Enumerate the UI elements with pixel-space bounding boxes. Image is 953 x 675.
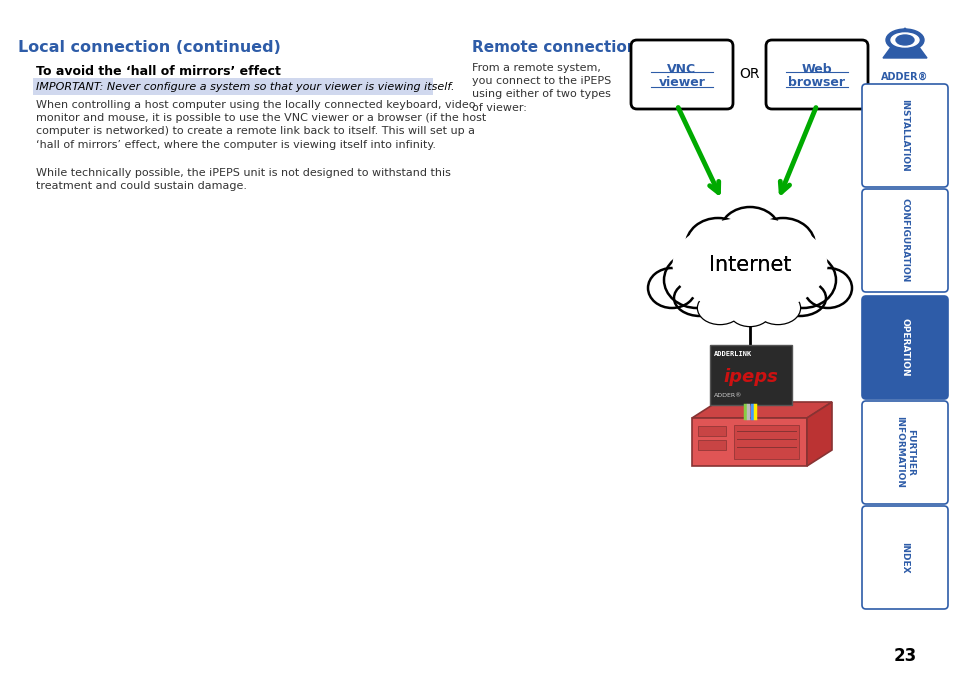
Ellipse shape — [773, 280, 825, 316]
Text: Local connection (continued): Local connection (continued) — [18, 40, 280, 55]
Text: OR: OR — [739, 67, 760, 81]
Ellipse shape — [750, 218, 814, 272]
Text: OPERATION: OPERATION — [900, 318, 908, 377]
Text: While technically possible, the iPEPS unit is not designed to withstand this
tre: While technically possible, the iPEPS un… — [36, 168, 451, 191]
FancyBboxPatch shape — [733, 425, 799, 459]
Ellipse shape — [769, 252, 835, 308]
Text: INDEX: INDEX — [900, 541, 908, 573]
Text: VNC: VNC — [667, 63, 696, 76]
FancyBboxPatch shape — [862, 189, 947, 292]
FancyBboxPatch shape — [709, 345, 791, 405]
Ellipse shape — [720, 207, 780, 257]
FancyBboxPatch shape — [33, 78, 433, 95]
Polygon shape — [691, 418, 806, 466]
Ellipse shape — [885, 29, 923, 51]
Text: From a remote system,
you connect to the iPEPS
using either of two types
of view: From a remote system, you connect to the… — [472, 63, 611, 113]
Text: ADDER®: ADDER® — [713, 393, 741, 398]
Text: browser: browser — [788, 76, 844, 89]
Text: viewer: viewer — [658, 76, 704, 89]
FancyBboxPatch shape — [765, 40, 867, 109]
Text: IMPORTANT: Never configure a system so that your viewer is viewing itself.: IMPORTANT: Never configure a system so t… — [36, 82, 454, 92]
Ellipse shape — [755, 292, 800, 324]
Text: ADDERLINK: ADDERLINK — [713, 351, 752, 357]
Text: Remote connections: Remote connections — [472, 40, 646, 55]
Ellipse shape — [698, 226, 801, 310]
FancyBboxPatch shape — [862, 401, 947, 504]
Text: To avoid the ‘hall of mirrors’ effect: To avoid the ‘hall of mirrors’ effect — [36, 65, 280, 78]
Text: 23: 23 — [892, 647, 916, 665]
FancyBboxPatch shape — [862, 84, 947, 187]
FancyBboxPatch shape — [862, 506, 947, 609]
FancyBboxPatch shape — [862, 296, 947, 399]
Text: When controlling a host computer using the locally connected keyboard, video
mon: When controlling a host computer using t… — [36, 100, 486, 150]
Text: Web: Web — [801, 63, 831, 76]
Polygon shape — [882, 28, 926, 58]
Text: INSTALLATION: INSTALLATION — [900, 99, 908, 172]
Ellipse shape — [803, 268, 851, 308]
Text: CONFIGURATION: CONFIGURATION — [900, 198, 908, 283]
Ellipse shape — [679, 232, 820, 312]
Text: ipeps: ipeps — [722, 368, 778, 386]
Ellipse shape — [672, 217, 826, 313]
Ellipse shape — [698, 292, 741, 324]
Ellipse shape — [673, 280, 725, 316]
FancyBboxPatch shape — [630, 40, 732, 109]
Text: Internet: Internet — [708, 255, 790, 275]
Ellipse shape — [729, 298, 769, 326]
Text: FURTHER
INFORMATION: FURTHER INFORMATION — [894, 416, 914, 489]
Ellipse shape — [895, 35, 913, 45]
Polygon shape — [691, 402, 831, 418]
Ellipse shape — [890, 33, 918, 47]
Polygon shape — [806, 402, 831, 466]
Ellipse shape — [647, 268, 696, 308]
Text: Internet: Internet — [708, 255, 790, 275]
FancyBboxPatch shape — [698, 426, 725, 436]
Ellipse shape — [663, 252, 729, 308]
Ellipse shape — [685, 218, 749, 272]
Text: ADDER®: ADDER® — [881, 72, 928, 82]
FancyBboxPatch shape — [698, 440, 725, 450]
